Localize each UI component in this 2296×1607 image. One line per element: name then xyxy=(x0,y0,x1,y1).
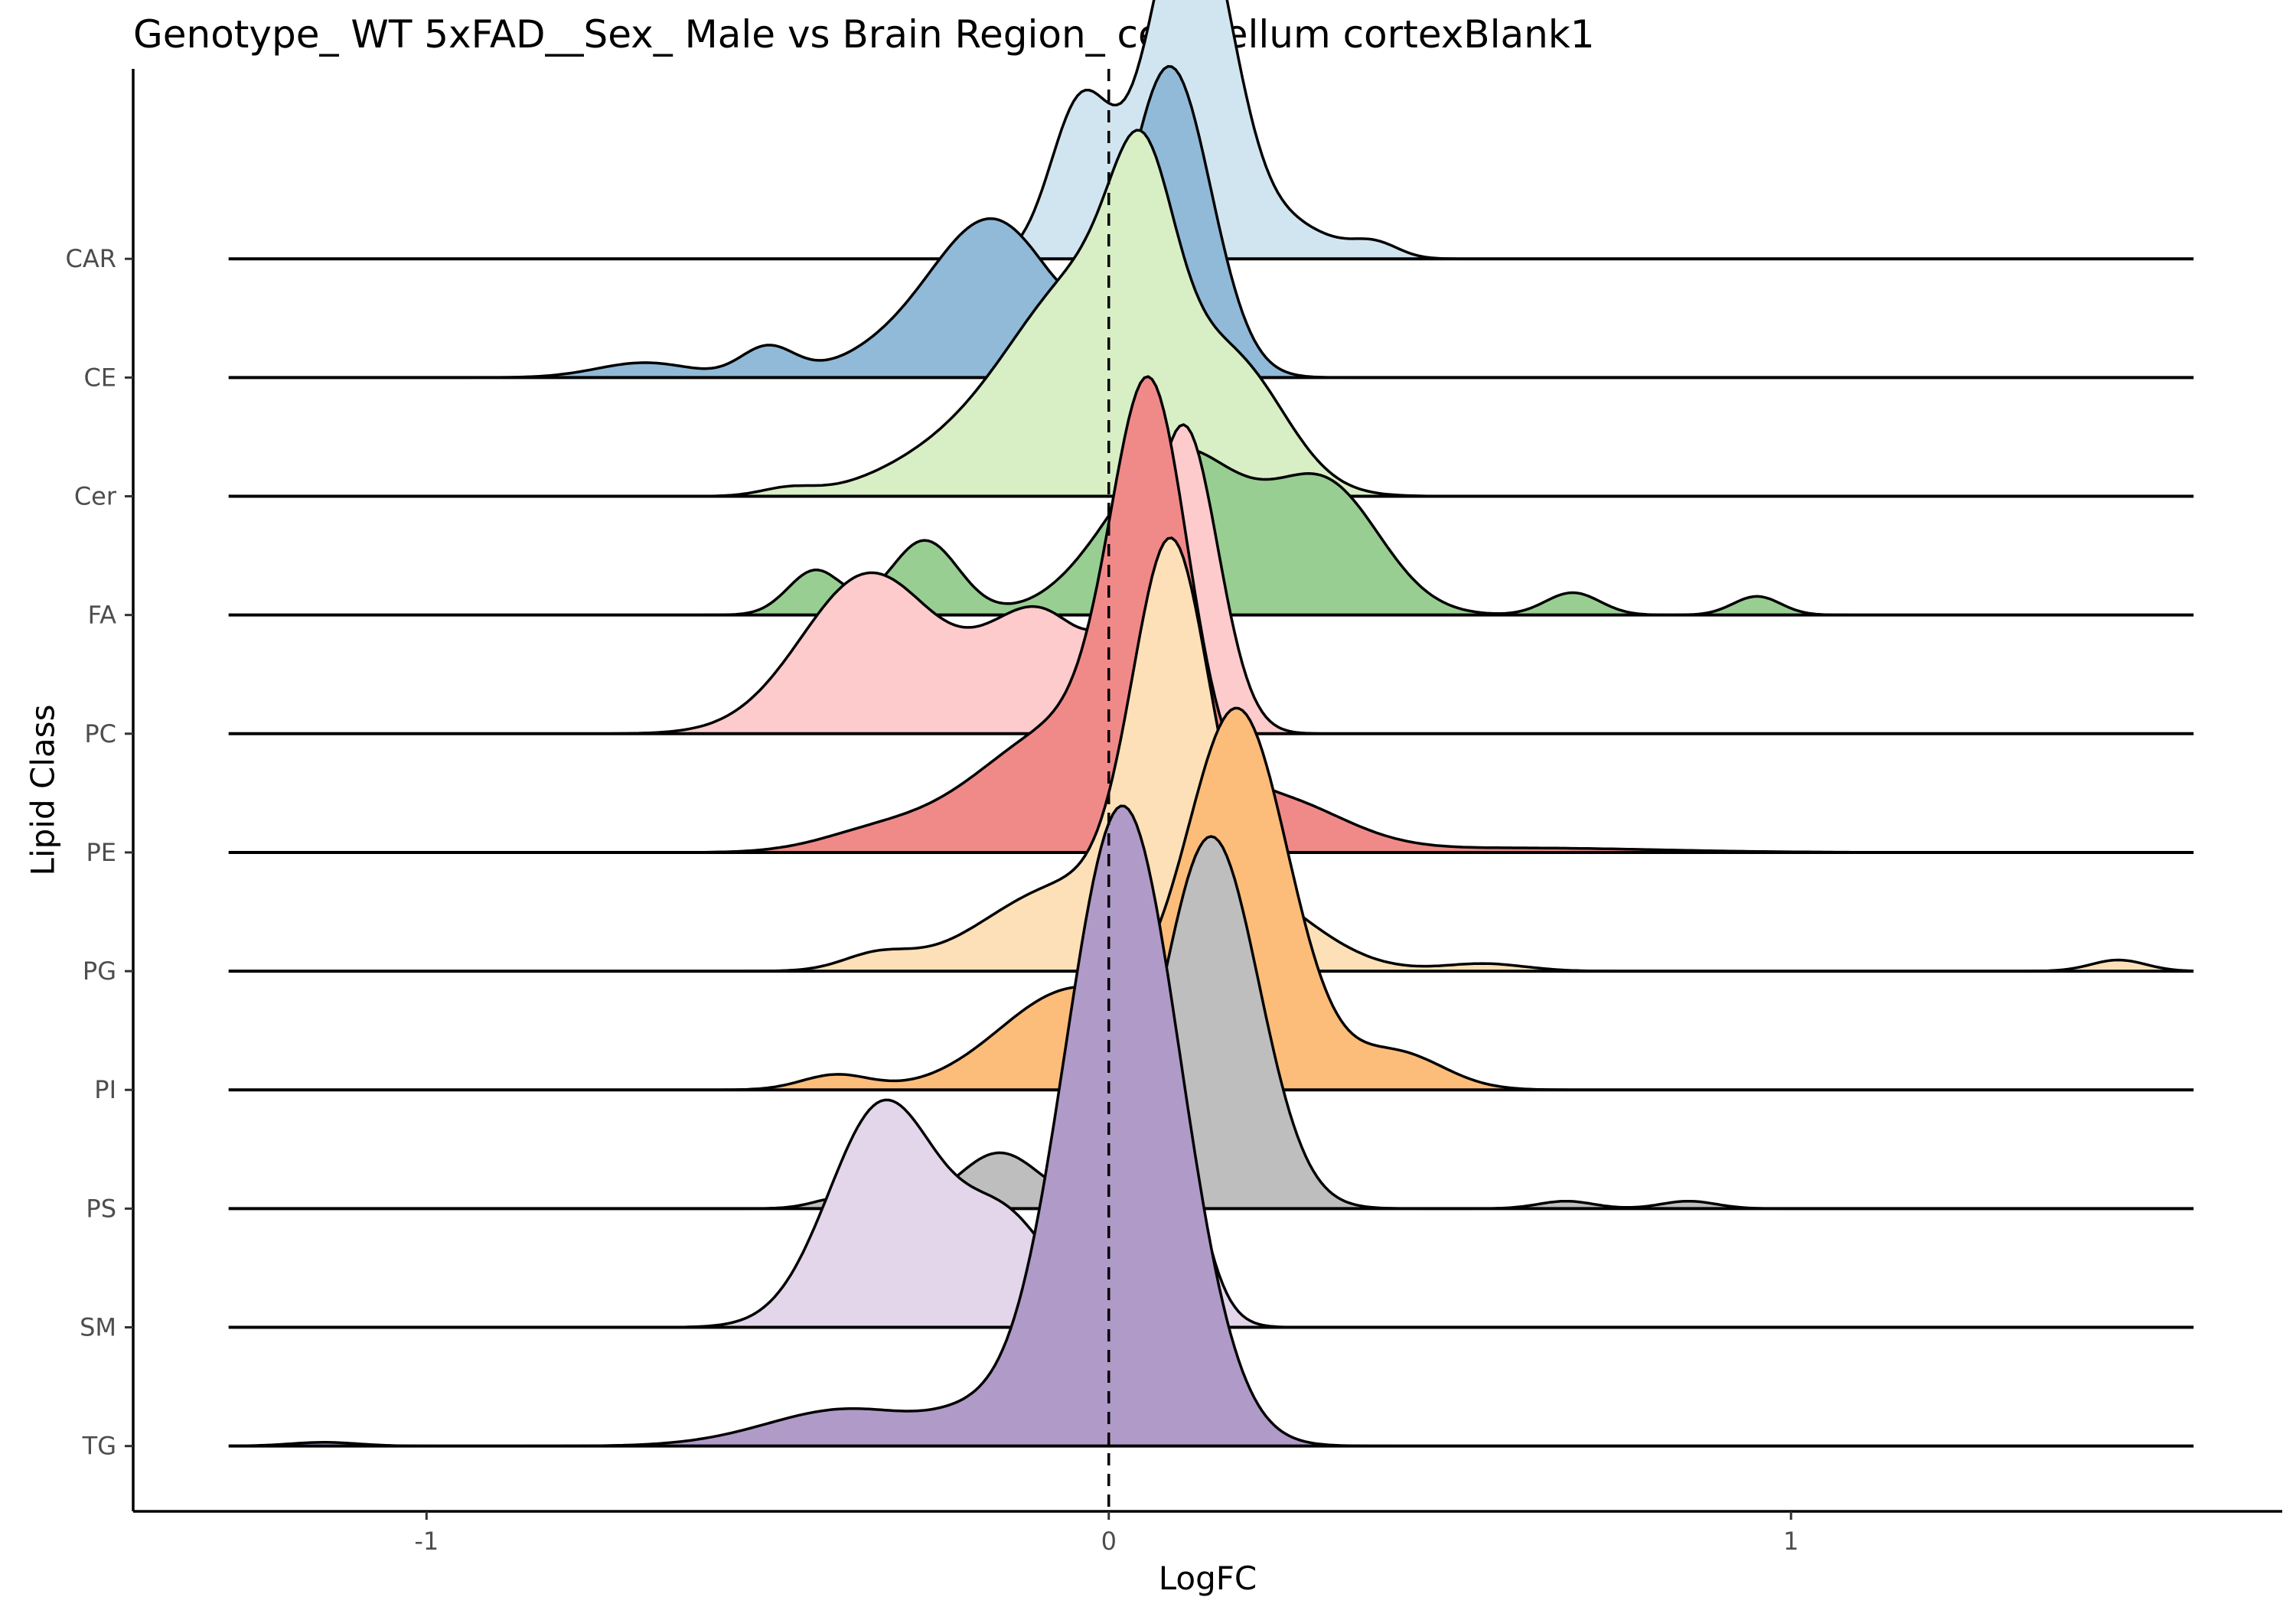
ridge-fill-Cer xyxy=(228,130,2194,497)
ridge-fill-CE xyxy=(228,66,2194,378)
x-axis-title: LogFC xyxy=(1159,1560,1257,1597)
x-tick-label-1: 0 xyxy=(1101,1527,1117,1556)
ridge-fill-PC xyxy=(228,424,2194,734)
y-tick-label-SM: SM xyxy=(80,1313,116,1342)
y-tick-label-PC: PC xyxy=(84,719,116,748)
chart-title: Genotype_ WT 5xFAD__Sex_ Male vs Brain R… xyxy=(133,12,1595,57)
y-tick-label-PG: PG xyxy=(83,957,116,986)
y-tick-label-CE: CE xyxy=(83,363,116,392)
y-tick-label-PS: PS xyxy=(86,1194,116,1223)
ridge-fill-TG xyxy=(228,806,2194,1446)
y-tick-label-PI: PI xyxy=(94,1075,116,1104)
y-tick-label-PE: PE xyxy=(86,838,116,867)
ridge-group xyxy=(228,0,2194,1448)
ridge-fill-PS xyxy=(228,836,2194,1209)
y-axis-title: Lipid Class xyxy=(24,705,62,876)
ridge-fill-CAR xyxy=(228,0,2194,259)
x-axis-ticks: -1 0 1 xyxy=(414,1511,1799,1556)
y-tick-label-CAR: CAR xyxy=(66,244,116,273)
x-tick-label-0: -1 xyxy=(414,1527,439,1556)
x-tick-label-2: 1 xyxy=(1783,1527,1799,1556)
y-axis-ticks: CAR CE Cer FA PC PE PG PI PS SM TG xyxy=(66,244,133,1461)
y-tick-label-Cer: Cer xyxy=(74,482,117,511)
y-tick-label-FA: FA xyxy=(88,601,116,630)
y-tick-label-TG: TG xyxy=(82,1432,116,1461)
